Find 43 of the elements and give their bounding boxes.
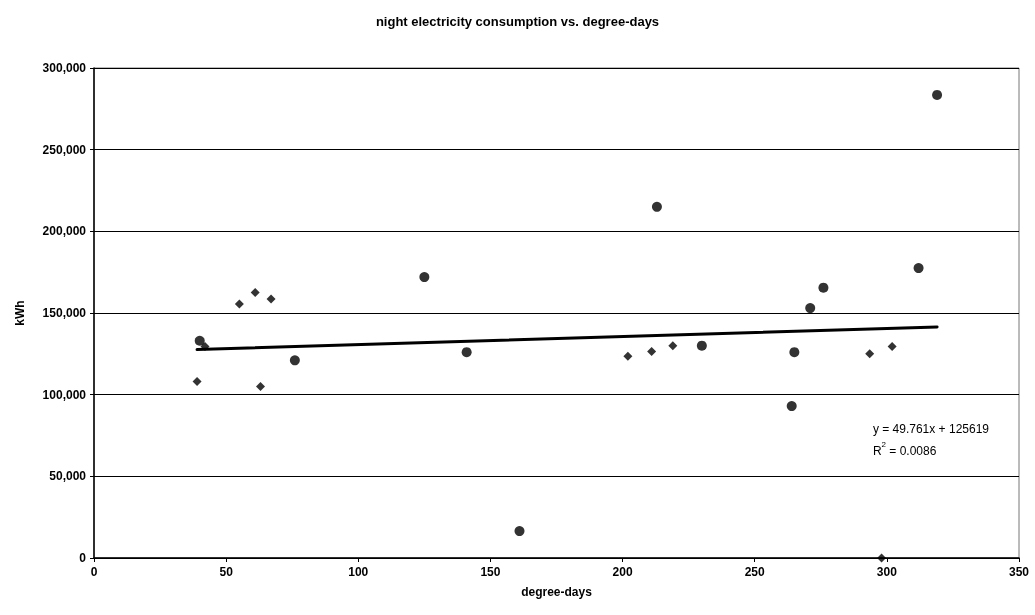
point — [818, 282, 829, 293]
point — [913, 263, 924, 274]
point — [289, 355, 300, 366]
y-tick-label: 300,000 — [42, 61, 87, 75]
point — [266, 294, 276, 304]
point — [194, 335, 205, 346]
point — [250, 288, 260, 298]
point — [668, 341, 678, 351]
point — [461, 347, 472, 358]
point — [192, 377, 202, 387]
y-tick-label: 50,000 — [49, 469, 87, 484]
x-tick-label: 300 — [876, 565, 898, 579]
x-tick-label: 50 — [219, 565, 234, 579]
point — [234, 299, 244, 309]
x-tick-label: 150 — [480, 565, 501, 579]
x-tick-label: 250 — [744, 565, 766, 579]
y-tick-label: 100,000 — [42, 387, 87, 402]
point — [932, 89, 943, 100]
point — [786, 401, 797, 412]
y-tick-label: 150,000 — [42, 306, 87, 320]
point — [514, 526, 525, 537]
chart-title: night electricity consumption vs. degree-days — [375, 14, 660, 29]
x-tick-label: 200 — [612, 565, 633, 579]
point — [877, 553, 887, 563]
point — [789, 347, 800, 358]
point — [647, 346, 657, 356]
point — [887, 341, 897, 351]
x-tick-label: 100 — [348, 565, 369, 579]
y-tick-label: 0 — [79, 551, 87, 565]
x-tick-label: 0 — [90, 565, 98, 579]
point — [651, 201, 662, 212]
y-tick-label: 250,000 — [42, 142, 87, 157]
y-tick-label: 200,000 — [42, 224, 87, 239]
annotation: y = 49.761x + 125619 — [872, 422, 990, 436]
point — [623, 351, 633, 361]
point — [419, 272, 430, 283]
x-axis-title: degree-days — [521, 585, 593, 599]
x-tick-label: 350 — [1008, 565, 1030, 579]
point — [696, 340, 707, 351]
y-axis-title: kWh — [13, 300, 27, 326]
point — [256, 382, 265, 391]
point — [865, 349, 875, 359]
point — [805, 303, 816, 314]
